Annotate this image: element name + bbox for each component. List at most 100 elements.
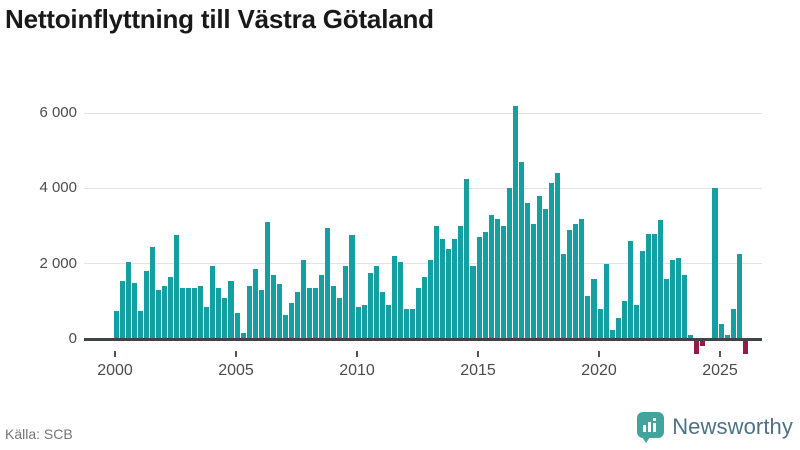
bar (113, 310, 119, 339)
bar (742, 339, 748, 354)
bar (319, 274, 325, 339)
x-axis-line (84, 337, 762, 341)
bar (712, 188, 718, 339)
bar (591, 278, 597, 339)
bar (343, 265, 349, 339)
bar (301, 259, 307, 339)
bar (246, 286, 252, 339)
bar (651, 233, 658, 339)
bar (482, 231, 488, 339)
x-axis-tick (114, 351, 116, 357)
bar (167, 276, 174, 339)
bar (198, 286, 204, 339)
x-axis-tick (235, 351, 237, 357)
x-axis-tick (477, 351, 479, 357)
bar (331, 286, 337, 339)
bar (416, 288, 422, 339)
bar (518, 162, 524, 339)
bar (295, 291, 301, 339)
bar (264, 222, 270, 339)
x-axis-label: 2000 (97, 362, 133, 379)
bar (174, 235, 180, 339)
chart-title: Nettoinflyttning till Västra Götaland (5, 4, 434, 34)
bar (730, 308, 736, 339)
bar (633, 305, 639, 339)
bar (615, 318, 621, 339)
x-axis-label: 2010 (339, 362, 375, 379)
bar (724, 335, 730, 339)
bar (682, 274, 688, 339)
bar (355, 306, 361, 339)
bar (537, 195, 543, 339)
bar (627, 241, 633, 339)
bar (367, 273, 373, 339)
bar (180, 288, 186, 339)
bar (325, 227, 331, 339)
bar (530, 224, 537, 339)
bar (434, 226, 440, 339)
bar (440, 239, 446, 339)
x-axis-tick (598, 351, 600, 357)
bar (373, 265, 379, 339)
bar (228, 280, 234, 339)
bar (385, 305, 391, 339)
bar (658, 220, 664, 339)
bar (119, 280, 125, 339)
newsworthy-wordmark: Newsworthy (672, 414, 793, 439)
bar (361, 305, 367, 339)
source-label: Källa: SCB (5, 426, 73, 442)
bar (186, 288, 192, 339)
y-axis-label: 4 000 (39, 179, 77, 197)
bar (458, 226, 464, 339)
bar (349, 235, 355, 339)
bar (234, 312, 240, 339)
bar (288, 303, 295, 339)
bar (161, 286, 167, 339)
icon-bar-2 (648, 422, 652, 432)
icon-bar-dot (653, 418, 657, 421)
gridline-6000 (84, 112, 762, 114)
bar (543, 209, 549, 339)
bar (428, 259, 434, 339)
bar (694, 339, 700, 354)
y-axis-label: 2 000 (39, 254, 77, 272)
bar (585, 295, 591, 339)
newsworthy-logo-link[interactable]: Newsworthy (637, 410, 793, 444)
x-axis-label: 2005 (218, 362, 254, 379)
bar (216, 288, 222, 339)
bar (555, 173, 561, 339)
bar (573, 224, 579, 339)
bar (597, 308, 603, 339)
bar (561, 254, 567, 339)
bar (609, 329, 615, 339)
y-axis-label: 6 000 (39, 104, 77, 122)
bar (409, 308, 416, 339)
bar (143, 271, 149, 339)
bar (506, 188, 512, 339)
bar (670, 259, 676, 339)
bar (579, 218, 585, 339)
bar (222, 297, 228, 339)
bar (645, 233, 651, 339)
icon-bubble-tail (642, 437, 651, 443)
bar (736, 254, 742, 339)
bar (137, 310, 143, 339)
bar (452, 239, 458, 339)
bar (639, 250, 645, 339)
bar (567, 229, 573, 339)
bar (470, 265, 476, 339)
bar (664, 278, 670, 339)
x-axis-label: 2020 (581, 362, 617, 379)
bar (718, 323, 724, 339)
bar (307, 288, 313, 339)
bar (282, 314, 288, 339)
gridline-4000 (84, 187, 762, 189)
bar (512, 105, 518, 339)
x-axis-tick (356, 351, 358, 357)
bar (276, 284, 282, 339)
bar (192, 288, 198, 339)
bar (258, 290, 264, 339)
bar (252, 269, 258, 339)
y-axis-label: 0 (68, 330, 77, 347)
